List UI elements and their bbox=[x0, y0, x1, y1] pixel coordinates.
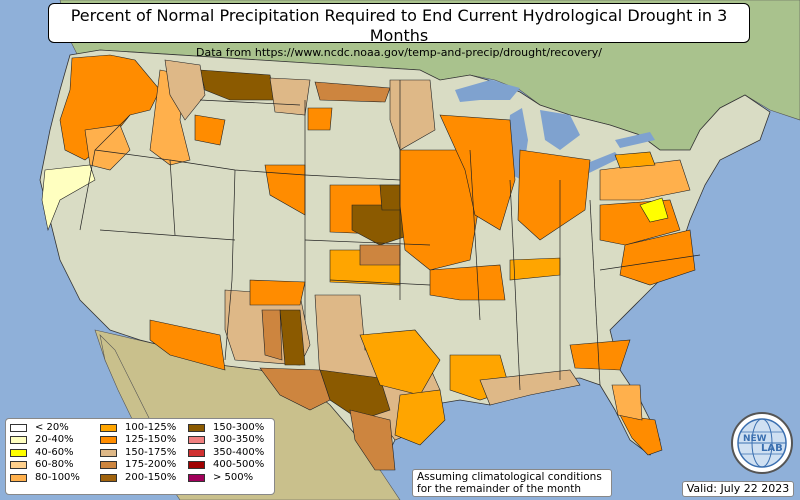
lake-superior bbox=[455, 80, 520, 102]
globe-logo-icon: NEW LAB bbox=[731, 412, 793, 474]
legend-item: 400-500% bbox=[186, 459, 274, 471]
region-arkansas bbox=[429, 264, 506, 301]
region-ok-tan bbox=[359, 244, 401, 266]
region-nm-brown bbox=[279, 309, 306, 366]
region-wash-tan bbox=[164, 59, 206, 121]
region-s-texas-tan bbox=[349, 409, 396, 471]
legend-swatch bbox=[100, 436, 117, 445]
region-georgia bbox=[569, 339, 631, 371]
region-oregon-tan bbox=[84, 124, 131, 171]
region-california-yellow bbox=[41, 164, 96, 232]
legend-item: 350-400% bbox=[186, 447, 274, 459]
region-mn-brown bbox=[314, 81, 391, 103]
assumption-note: Assuming climatological conditions for t… bbox=[412, 469, 612, 497]
legend-swatch bbox=[100, 473, 117, 482]
region-n-dakota bbox=[269, 77, 311, 116]
legend-swatch bbox=[188, 436, 205, 445]
legend-item: 40-60% bbox=[8, 447, 96, 459]
map-title: Percent of Normal Precipitation Required… bbox=[70, 6, 728, 45]
legend-column-1: < 20% 20-40% 40-60% 60-80% 80-100% bbox=[8, 422, 96, 484]
region-mn-tan bbox=[389, 79, 436, 151]
region-nm-tan bbox=[261, 309, 283, 361]
legend-swatch bbox=[10, 436, 27, 445]
legend-item: > 500% bbox=[186, 472, 274, 484]
region-florida bbox=[619, 414, 663, 456]
legend-item: < 20% bbox=[8, 422, 96, 434]
title-box: Percent of Normal Precipitation Required… bbox=[48, 3, 750, 59]
legend-item: 80-100% bbox=[8, 472, 96, 484]
logo-text-bottom: LAB bbox=[761, 443, 783, 454]
legend-item: 300-350% bbox=[186, 434, 274, 446]
region-pennsylvania bbox=[599, 159, 691, 201]
legend-item: 60-80% bbox=[8, 459, 96, 471]
legend-item: 150-300% bbox=[186, 422, 274, 434]
globe-logo-graphic: NEW LAB bbox=[737, 418, 787, 468]
legend-swatch bbox=[10, 424, 27, 432]
legend-swatch bbox=[10, 448, 27, 457]
logo-text-top: NEW bbox=[743, 434, 767, 444]
legend-swatch bbox=[188, 461, 205, 470]
legend-item: 150-175% bbox=[98, 447, 186, 459]
region-ny-orange bbox=[614, 151, 656, 169]
region-wisc-il bbox=[439, 114, 516, 231]
region-florida-tan bbox=[611, 384, 643, 421]
region-carolinas bbox=[619, 229, 696, 286]
legend-swatch bbox=[188, 424, 205, 432]
state-boundaries bbox=[79, 80, 701, 391]
legend-swatch bbox=[100, 448, 117, 457]
lake-huron bbox=[540, 110, 580, 150]
region-gulf-coast bbox=[479, 369, 581, 406]
legend-item: 125-150% bbox=[98, 434, 186, 446]
region-indiana-oh bbox=[517, 149, 591, 241]
region-colorado-s bbox=[249, 279, 306, 306]
region-texas-coast bbox=[394, 389, 446, 446]
legend-item: 20-40% bbox=[8, 434, 96, 446]
legend-column-2: 100-125% 125-150% 150-175% 175-200% 200-… bbox=[98, 422, 186, 484]
legend-swatch bbox=[10, 473, 27, 482]
legend-column-3: 150-300% 300-350% 350-400% 400-500% > 50… bbox=[186, 422, 274, 484]
region-md-yellow bbox=[639, 197, 669, 223]
legend-swatch bbox=[100, 461, 117, 470]
valid-date: Valid: July 22 2023 bbox=[682, 481, 794, 497]
assumption-note-line-1: Assuming climatological conditions bbox=[417, 471, 602, 483]
drought-regions bbox=[41, 54, 696, 471]
legend-swatch bbox=[188, 448, 205, 457]
legend-item: 200-150% bbox=[98, 472, 186, 484]
legend-item: 100-125% bbox=[98, 422, 186, 434]
region-wyoming-sw bbox=[194, 114, 226, 146]
region-arizona bbox=[149, 319, 226, 371]
legend-swatch bbox=[10, 461, 27, 470]
region-sd-orange bbox=[307, 107, 333, 131]
region-texas-orange bbox=[359, 329, 441, 396]
lake-ontario bbox=[615, 132, 655, 148]
assumption-note-line-2: for the remainder of the month bbox=[417, 483, 582, 495]
legend: < 20% 20-40% 40-60% 60-80% 80-100% 100-1… bbox=[5, 418, 275, 495]
legend-swatch bbox=[188, 473, 205, 482]
map-subtitle: Data from https://www.ncdc.noaa.gov/temp… bbox=[196, 46, 602, 59]
legend-swatch bbox=[100, 424, 117, 432]
region-sw-texas bbox=[259, 367, 331, 411]
legend-item: 175-200% bbox=[98, 459, 186, 471]
region-montana-brown bbox=[199, 69, 276, 101]
